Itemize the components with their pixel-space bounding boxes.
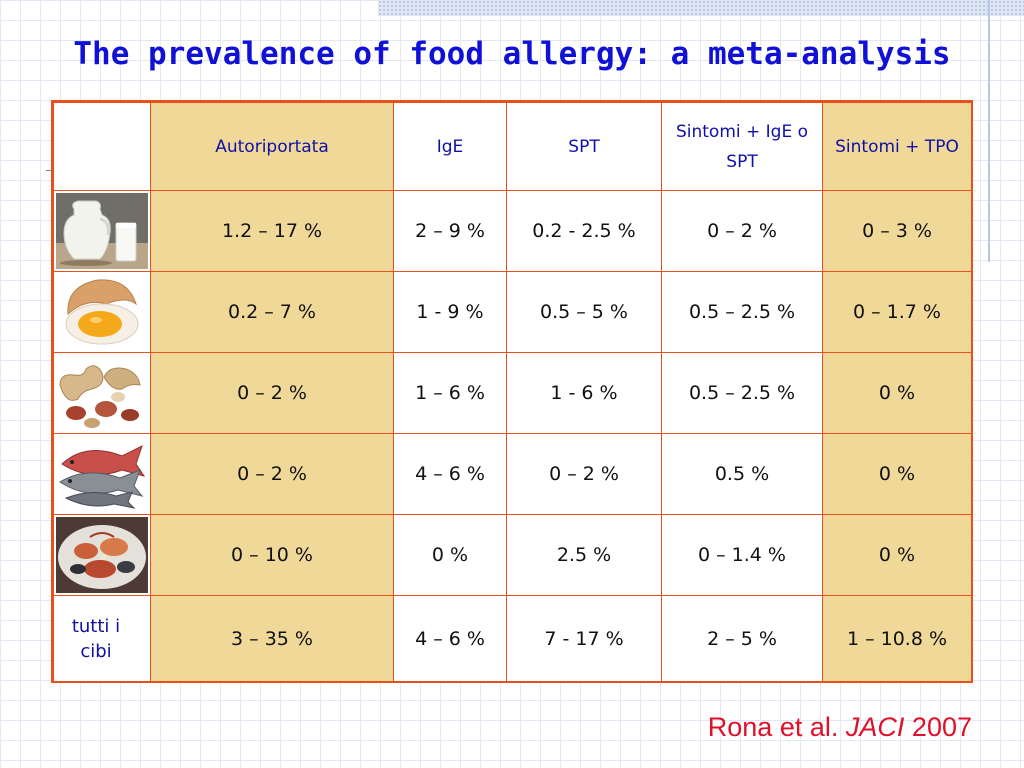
cell-ige: 4 – 6 %: [393, 595, 507, 682]
cell-spt: 0.2 - 2.5 %: [506, 190, 662, 272]
header-sintomi-ige-spt: Sintomi + IgE o SPT: [661, 102, 823, 191]
cell-autoriportata: 0 – 2 %: [150, 433, 394, 515]
food-image-cell: [53, 433, 151, 515]
cell-sintomi-ige-spt: 0.5 – 2.5 %: [661, 271, 823, 353]
cell-spt: 0.5 – 5 %: [506, 271, 662, 353]
cell-sintomi-tpo: 1 – 10.8 %: [822, 595, 972, 682]
peanut-icon: [56, 355, 148, 431]
citation-authors: Rona et al.: [707, 712, 839, 742]
cell-spt: 2.5 %: [506, 514, 662, 596]
cell-ige: 0 %: [393, 514, 507, 596]
header-corner-cell: [53, 102, 151, 191]
food-image-cell: [53, 190, 151, 272]
cell-autoriportata: 0.2 – 7 %: [150, 271, 394, 353]
cell-sintomi-tpo: 0 %: [822, 352, 972, 434]
right-decorative-line: [988, 0, 990, 262]
milk-icon: [56, 193, 148, 269]
header-spt: SPT: [506, 102, 662, 191]
cell-spt: 7 - 17 %: [506, 595, 662, 682]
header-autoriportata: Autoriportata: [150, 102, 394, 191]
cell-sintomi-ige-spt: 0 – 1.4 %: [661, 514, 823, 596]
table-header-row: Autoriportata IgE SPT Sintomi + IgE o SP…: [53, 102, 972, 191]
food-image-cell: [53, 271, 151, 353]
cell-autoriportata: 3 – 35 %: [150, 595, 394, 682]
prevalence-table: Autoriportata IgE SPT Sintomi + IgE o SP…: [53, 102, 972, 682]
food-image-cell: [53, 352, 151, 434]
citation-journal: JACI: [845, 712, 905, 742]
left-decorative-dash: [46, 170, 51, 171]
header-ige: IgE: [393, 102, 507, 191]
seafood-icon: [56, 517, 148, 593]
cell-sintomi-ige-spt: 0.5 %: [661, 433, 823, 515]
citation-year: 2007: [911, 712, 972, 742]
food-image-cell: [53, 514, 151, 596]
cell-sintomi-ige-spt: 0.5 – 2.5 %: [661, 352, 823, 434]
cell-sintomi-tpo: 0 %: [822, 514, 972, 596]
cell-sintomi-tpo: 0 – 1.7 %: [822, 271, 972, 353]
cell-ige: 1 - 9 %: [393, 271, 507, 353]
cell-sintomi-ige-spt: 2 – 5 %: [661, 595, 823, 682]
prevalence-table-container: Autoriportata IgE SPT Sintomi + IgE o SP…: [51, 100, 973, 683]
cell-sintomi-ige-spt: 0 – 2 %: [661, 190, 823, 272]
cell-autoriportata: 1.2 – 17 %: [150, 190, 394, 272]
fish-icon: [56, 436, 148, 512]
top-decorative-band: [378, 0, 1024, 16]
table-row-milk: 1.2 – 17 % 2 – 9 % 0.2 - 2.5 % 0 – 2 % 0…: [53, 190, 972, 272]
table-row-seafood: 0 – 10 % 0 % 2.5 % 0 – 1.4 % 0 %: [53, 514, 972, 596]
cell-ige: 2 – 9 %: [393, 190, 507, 272]
citation: Rona et al. JACI 2007: [708, 712, 972, 743]
table-row-egg: 0.2 – 7 % 1 - 9 % 0.5 – 5 % 0.5 – 2.5 % …: [53, 271, 972, 353]
table-row-peanut: 0 – 2 % 1 – 6 % 1 - 6 % 0.5 – 2.5 % 0 %: [53, 352, 972, 434]
slide-title: The prevalence of food allergy: a meta-a…: [73, 36, 951, 72]
cell-spt: 1 - 6 %: [506, 352, 662, 434]
cell-spt: 0 – 2 %: [506, 433, 662, 515]
egg-icon: [56, 274, 148, 350]
cell-autoriportata: 0 – 2 %: [150, 352, 394, 434]
header-sintomi-tpo: Sintomi + TPO: [822, 102, 972, 191]
cell-sintomi-tpo: 0 – 3 %: [822, 190, 972, 272]
cell-ige: 1 – 6 %: [393, 352, 507, 434]
cell-ige: 4 – 6 %: [393, 433, 507, 515]
table-row-fish: 0 – 2 % 4 – 6 % 0 – 2 % 0.5 % 0 %: [53, 433, 972, 515]
cell-sintomi-tpo: 0 %: [822, 433, 972, 515]
cell-autoriportata: 0 – 10 %: [150, 514, 394, 596]
table-row-all-foods: tutti i cibi 3 – 35 % 4 – 6 % 7 - 17 % 2…: [53, 595, 972, 682]
row-label-all-foods: tutti i cibi: [53, 595, 151, 682]
